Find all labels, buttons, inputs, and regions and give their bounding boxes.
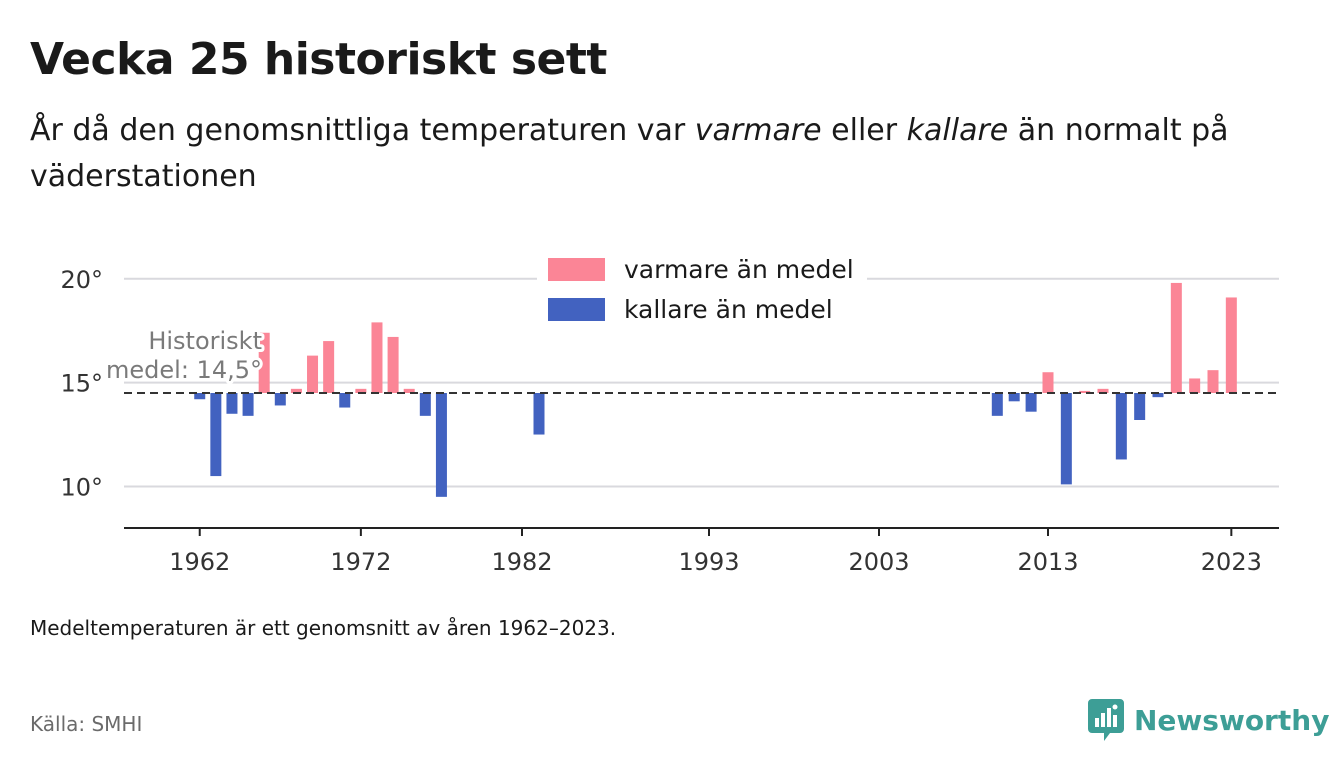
- bar-2015: [1079, 390, 1091, 393]
- bar-2017: [1115, 393, 1127, 460]
- baseline-label: medel: 14,5°: [106, 356, 262, 384]
- subtitle-segment: År då den genomsnittliga temperaturen va…: [30, 113, 695, 148]
- bar-1969: [307, 355, 319, 393]
- bar-1971: [339, 393, 351, 408]
- bar-1973: [371, 322, 383, 393]
- bar-2010: [991, 393, 1003, 416]
- x-tick-label: 1993: [678, 548, 739, 576]
- y-tick-label: 20°: [60, 266, 103, 294]
- bar-1962: [194, 393, 206, 400]
- x-tick-label: 1982: [491, 548, 552, 576]
- bar-2016: [1097, 388, 1109, 393]
- bar-1975: [403, 388, 415, 393]
- brand[interactable]: Newsworthy: [1088, 698, 1329, 742]
- x-tick-label: 1972: [330, 548, 391, 576]
- bar-2013: [1042, 372, 1054, 393]
- y-tick-label: 15°: [60, 370, 103, 398]
- chart-subtitle: År då den genomsnittliga temperaturen va…: [30, 108, 1270, 200]
- bar-1970: [323, 341, 335, 393]
- bar-2014: [1060, 393, 1072, 485]
- chart-title: Vecka 25 historiskt sett: [30, 34, 607, 85]
- bar-1967: [274, 393, 286, 406]
- bar-1963: [210, 393, 222, 477]
- legend-swatch-warm: [548, 258, 605, 281]
- newsworthy-logo-icon: [1088, 699, 1124, 741]
- bar-1977: [435, 393, 447, 497]
- bar-1983: [533, 393, 545, 435]
- subtitle-segment: varmare: [694, 113, 822, 148]
- legend-swatch-cold: [548, 298, 605, 321]
- bar-1974: [387, 336, 399, 393]
- subtitle-segment: än normalt på väderstationen: [30, 113, 1229, 194]
- subtitle-segment: eller: [821, 113, 907, 148]
- bar-1972: [355, 388, 367, 393]
- bar-1964: [226, 393, 238, 414]
- bar-2011: [1008, 393, 1020, 402]
- bar-1976: [419, 393, 431, 416]
- bar-2022: [1207, 370, 1219, 393]
- bar-2020: [1170, 282, 1182, 393]
- bar-2019: [1152, 393, 1164, 398]
- brand-name: Newsworthy: [1134, 703, 1330, 737]
- bar-2012: [1025, 393, 1037, 412]
- subtitle-segment: kallare: [906, 113, 1009, 148]
- bar-2023: [1225, 297, 1237, 393]
- x-tick-label: 2013: [1017, 548, 1078, 576]
- bar-2018: [1134, 393, 1146, 420]
- baseline-label: Historiskt: [148, 327, 262, 355]
- x-tick-label: 1962: [169, 548, 230, 576]
- footnote: Medeltemperaturen är ett genomsnitt av å…: [30, 616, 617, 640]
- x-tick-label: 2023: [1201, 548, 1262, 576]
- bar-1965: [242, 393, 254, 416]
- source-label: Källa: SMHI: [30, 712, 143, 736]
- y-tick-label: 10°: [60, 473, 103, 501]
- x-tick-label: 2003: [848, 548, 909, 576]
- bar-1968: [290, 388, 302, 393]
- legend-label: varmare än medel: [624, 255, 854, 284]
- legend-label: kallare än medel: [624, 295, 833, 324]
- bar-1966: [258, 332, 270, 393]
- bar-2021: [1189, 378, 1201, 393]
